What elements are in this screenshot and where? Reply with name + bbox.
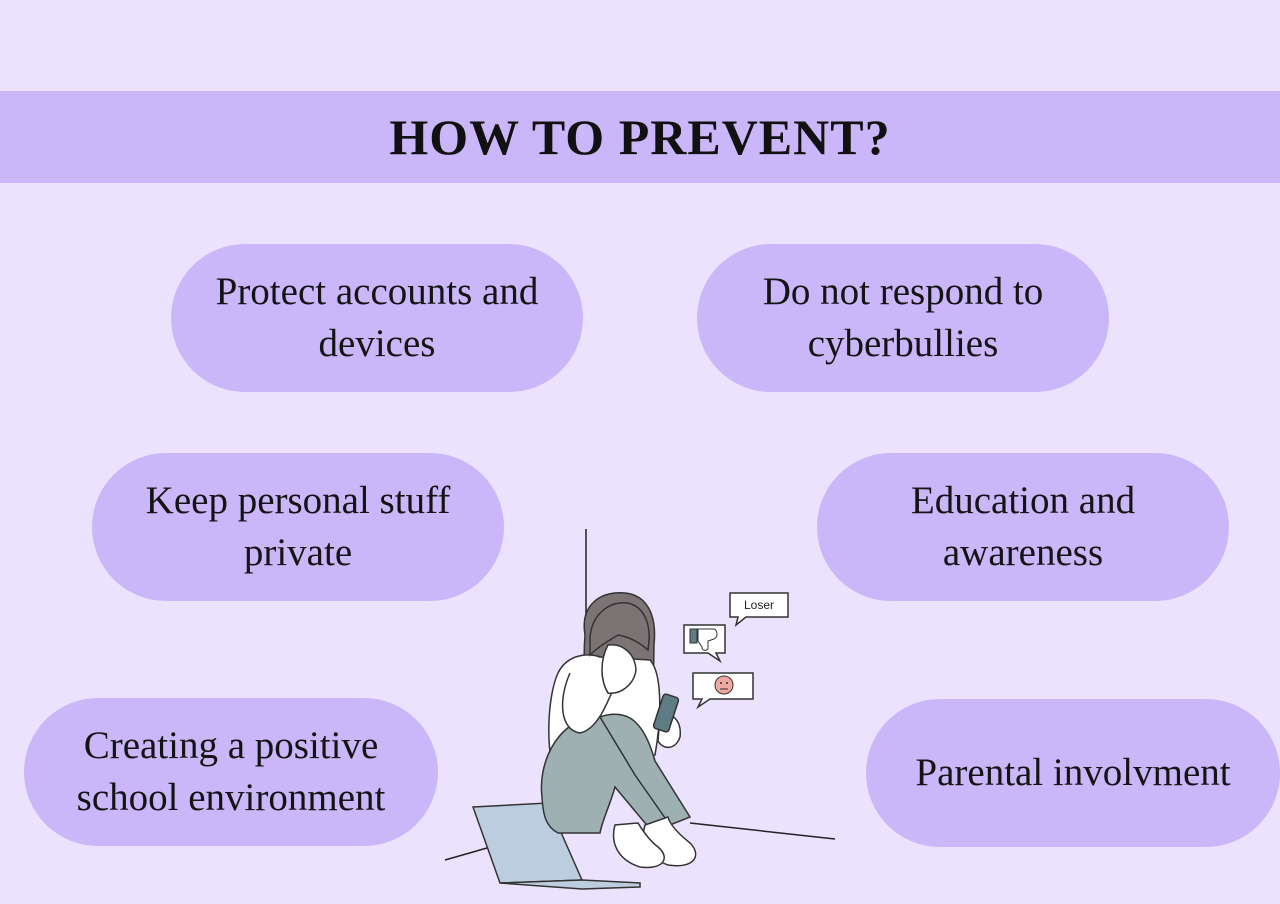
- tip-parental-involvement: Parental involvment: [866, 699, 1280, 847]
- tip-education: Education and awareness: [817, 453, 1229, 601]
- tip-label: Keep personal stuff private: [145, 479, 451, 574]
- tip-label: Creating a positive school environment: [76, 724, 386, 819]
- tip-label: Parental involvment: [915, 751, 1231, 794]
- tip-label: Education and awareness: [910, 479, 1136, 574]
- page-title: HOW TO PREVENT?: [389, 109, 891, 165]
- speech-bubble-text: Loser: [744, 598, 774, 612]
- sad-emoji-icon: [692, 672, 754, 710]
- tip-protect-accounts: Protect accounts and devices: [171, 244, 583, 392]
- girl-figure: [540, 592, 697, 869]
- speech-bubble: Loser: [729, 592, 789, 627]
- tip-do-not-respond: Do not respond to cyberbullies: [697, 244, 1109, 392]
- thumbs-down-icon: [683, 624, 726, 664]
- tip-keep-private: Keep personal stuff private: [92, 453, 504, 601]
- tip-positive-school: Creating a positive school environment: [24, 698, 438, 846]
- tip-label: Do not respond to cyberbullies: [762, 270, 1044, 365]
- sad-girl-illustration: Loser: [444, 529, 836, 890]
- phone-icon: [652, 693, 680, 733]
- tip-label: Protect accounts and devices: [215, 270, 539, 365]
- title-banner: HOW TO PREVENT?: [0, 91, 1280, 183]
